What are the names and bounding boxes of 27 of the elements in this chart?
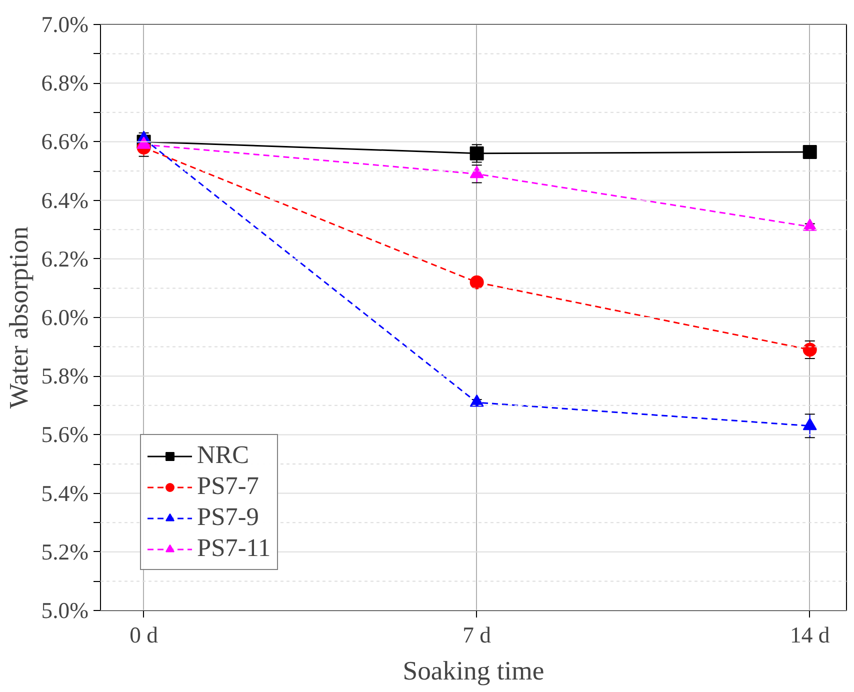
point (470, 275, 484, 290)
legend-label: PS7-9 (197, 503, 259, 532)
x-tick-label: 14 d (790, 622, 830, 648)
point (802, 218, 817, 231)
y-axis-title: Water absorption (3, 226, 34, 409)
y-tick-label: 5.2% (41, 539, 89, 564)
point (470, 146, 484, 160)
y-tick-label: 6.8% (41, 70, 89, 96)
legend-label: PS7-7 (197, 472, 259, 501)
y-tick-label: 5.4% (41, 480, 89, 506)
y-tick-label: 5.0% (41, 598, 89, 623)
y-tick-label: 6.2% (41, 246, 89, 272)
x-tick-label: 7 d (462, 622, 492, 648)
legend-label: PS7-11 (197, 534, 271, 563)
y-tick-label: 6.4% (41, 188, 89, 213)
y-tick-label: 5.8% (41, 364, 89, 389)
y-tick-label: 6.6% (41, 129, 89, 154)
y-tick-label: 7.0% (41, 12, 89, 37)
x-tick-label: 0 d (130, 622, 159, 648)
y-tick-label: 5.6% (41, 422, 89, 448)
legend-label: NRC (197, 441, 250, 470)
point (802, 418, 817, 430)
point (470, 394, 484, 407)
x-axis-title: Soaking time (402, 656, 544, 686)
point (802, 342, 817, 357)
point (802, 144, 817, 159)
y-tick-label: 6.0% (41, 305, 89, 330)
